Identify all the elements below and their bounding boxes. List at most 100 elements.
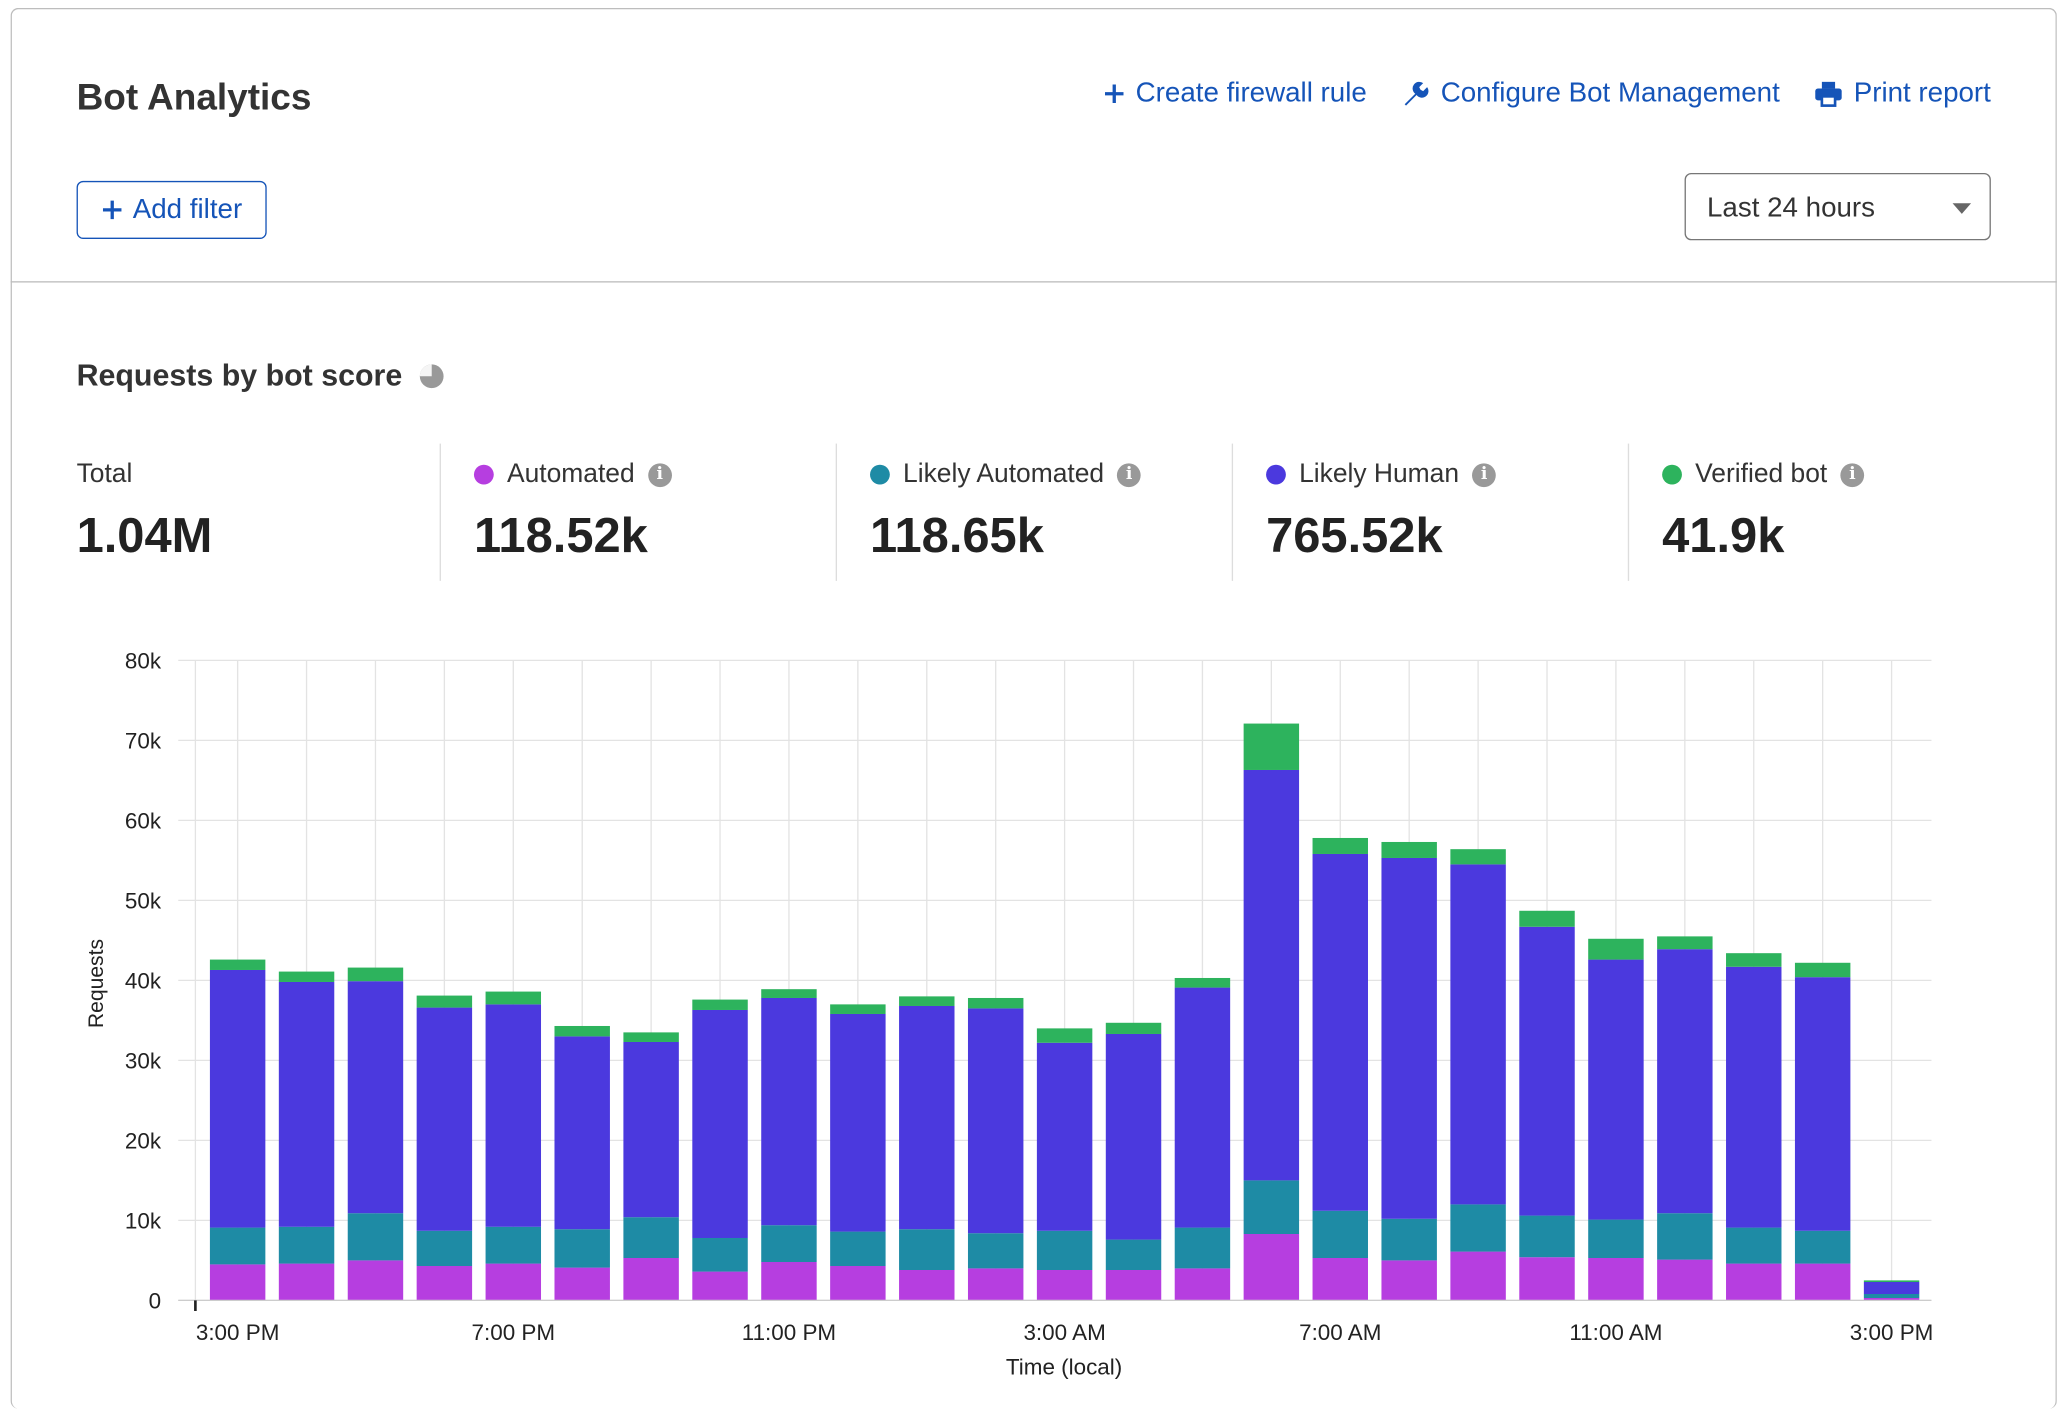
bar-likely-automated[interactable] bbox=[1243, 1180, 1300, 1234]
bar-likely-automated[interactable] bbox=[209, 1227, 266, 1265]
bar-likely-automated[interactable] bbox=[1588, 1219, 1644, 1258]
add-filter-button[interactable]: Add filter bbox=[76, 180, 267, 239]
bar-likely-automated[interactable] bbox=[1726, 1227, 1782, 1264]
bar-automated[interactable] bbox=[899, 1269, 955, 1301]
bar-verified-bot[interactable] bbox=[554, 1025, 610, 1037]
bar-automated[interactable] bbox=[967, 1268, 1024, 1301]
bar-likely-human[interactable] bbox=[1519, 926, 1575, 1216]
bar-likely-human[interactable] bbox=[1588, 959, 1644, 1220]
bar-likely-automated[interactable] bbox=[967, 1233, 1024, 1269]
bar-likely-human[interactable] bbox=[830, 1013, 886, 1232]
bar-likely-human[interactable] bbox=[899, 1005, 955, 1230]
bar-likely-automated[interactable] bbox=[830, 1231, 886, 1266]
bar-likely-human[interactable] bbox=[1794, 977, 1851, 1231]
bar-automated[interactable] bbox=[623, 1257, 679, 1301]
bar-likely-human[interactable] bbox=[692, 1009, 748, 1238]
bar-automated[interactable] bbox=[1036, 1269, 1093, 1301]
bar-likely-automated[interactable] bbox=[1657, 1213, 1713, 1260]
bar-verified-bot[interactable] bbox=[1657, 936, 1713, 950]
bar-verified-bot[interactable] bbox=[1794, 962, 1851, 978]
bar-automated[interactable] bbox=[1312, 1257, 1368, 1301]
bar-verified-bot[interactable] bbox=[1726, 953, 1782, 967]
bar-likely-human[interactable] bbox=[1174, 987, 1231, 1228]
bar-automated[interactable] bbox=[1381, 1260, 1437, 1301]
info-icon[interactable]: i bbox=[647, 462, 672, 487]
bar-automated[interactable] bbox=[1726, 1263, 1782, 1301]
bar-verified-bot[interactable] bbox=[967, 997, 1024, 1009]
bar-verified-bot[interactable] bbox=[1174, 977, 1231, 988]
bar-verified-bot[interactable] bbox=[1381, 841, 1437, 858]
bar-likely-automated[interactable] bbox=[623, 1217, 679, 1258]
pie-chart-icon[interactable] bbox=[418, 362, 444, 388]
bar-likely-human[interactable] bbox=[1105, 1033, 1162, 1240]
bar-likely-human[interactable] bbox=[1243, 769, 1300, 1181]
bar-automated[interactable] bbox=[1450, 1251, 1506, 1301]
bar-likely-human[interactable] bbox=[485, 1004, 542, 1227]
bar-verified-bot[interactable] bbox=[416, 995, 473, 1008]
bar-likely-automated[interactable] bbox=[1519, 1215, 1575, 1258]
time-range-select[interactable]: Last 24 hours bbox=[1684, 172, 1991, 241]
bar-likely-human[interactable] bbox=[1863, 1281, 1920, 1294]
bar-automated[interactable] bbox=[1105, 1269, 1162, 1301]
bar-likely-automated[interactable] bbox=[554, 1229, 610, 1268]
bar-verified-bot[interactable] bbox=[899, 996, 955, 1006]
bar-likely-human[interactable] bbox=[1450, 864, 1506, 1205]
info-icon[interactable]: i bbox=[1840, 462, 1865, 487]
bar-likely-automated[interactable] bbox=[278, 1226, 335, 1264]
bar-likely-human[interactable] bbox=[416, 1007, 473, 1231]
bar-automated[interactable] bbox=[209, 1264, 266, 1301]
bar-verified-bot[interactable] bbox=[347, 967, 404, 982]
bar-likely-human[interactable] bbox=[623, 1041, 679, 1218]
bar-verified-bot[interactable] bbox=[692, 999, 748, 1010]
bar-automated[interactable] bbox=[554, 1267, 610, 1301]
bar-likely-automated[interactable] bbox=[899, 1229, 955, 1270]
bar-automated[interactable] bbox=[1657, 1259, 1713, 1301]
bar-verified-bot[interactable] bbox=[761, 989, 817, 998]
configure-bot-management-link[interactable]: Configure Bot Management bbox=[1401, 78, 1780, 110]
bar-likely-automated[interactable] bbox=[692, 1237, 748, 1272]
create-firewall-rule-link[interactable]: Create firewall rule bbox=[1104, 78, 1367, 110]
bar-automated[interactable] bbox=[1174, 1268, 1231, 1301]
bar-automated[interactable] bbox=[830, 1265, 886, 1301]
bar-verified-bot[interactable] bbox=[1588, 938, 1644, 960]
bar-verified-bot[interactable] bbox=[1036, 1028, 1093, 1043]
bar-likely-human[interactable] bbox=[278, 981, 335, 1227]
bar-likely-automated[interactable] bbox=[761, 1225, 817, 1262]
bar-automated[interactable] bbox=[278, 1263, 335, 1301]
bar-verified-bot[interactable] bbox=[1450, 849, 1506, 865]
bar-likely-human[interactable] bbox=[1381, 857, 1437, 1219]
bar-likely-human[interactable] bbox=[1657, 949, 1713, 1214]
info-icon[interactable]: i bbox=[1472, 462, 1497, 487]
bar-verified-bot[interactable] bbox=[1312, 837, 1368, 854]
bar-likely-automated[interactable] bbox=[485, 1226, 542, 1264]
bar-automated[interactable] bbox=[347, 1260, 404, 1301]
bar-verified-bot[interactable] bbox=[1243, 723, 1300, 770]
bar-verified-bot[interactable] bbox=[1863, 1280, 1920, 1282]
bar-automated[interactable] bbox=[1243, 1233, 1300, 1301]
bar-likely-automated[interactable] bbox=[1312, 1210, 1368, 1258]
bar-verified-bot[interactable] bbox=[830, 1004, 886, 1014]
bar-likely-human[interactable] bbox=[967, 1008, 1024, 1234]
bar-automated[interactable] bbox=[692, 1271, 748, 1301]
bar-verified-bot[interactable] bbox=[278, 971, 335, 982]
bar-likely-human[interactable] bbox=[761, 997, 817, 1226]
bar-automated[interactable] bbox=[1519, 1257, 1575, 1301]
bar-likely-human[interactable] bbox=[1312, 853, 1368, 1211]
bar-likely-human[interactable] bbox=[1036, 1042, 1093, 1231]
bar-likely-human[interactable] bbox=[209, 969, 266, 1228]
bar-likely-automated[interactable] bbox=[1174, 1227, 1231, 1269]
bar-verified-bot[interactable] bbox=[485, 991, 542, 1005]
bar-likely-automated[interactable] bbox=[1381, 1218, 1437, 1261]
bar-likely-human[interactable] bbox=[347, 981, 404, 1214]
bar-verified-bot[interactable] bbox=[1105, 1022, 1162, 1034]
bar-verified-bot[interactable] bbox=[209, 959, 266, 970]
bar-automated[interactable] bbox=[1794, 1263, 1851, 1301]
bar-likely-automated[interactable] bbox=[1450, 1204, 1506, 1252]
bar-verified-bot[interactable] bbox=[623, 1032, 679, 1042]
bar-likely-automated[interactable] bbox=[1036, 1230, 1093, 1270]
bar-likely-automated[interactable] bbox=[1863, 1293, 1920, 1298]
bar-likely-human[interactable] bbox=[1726, 966, 1782, 1228]
info-icon[interactable]: i bbox=[1117, 462, 1142, 487]
print-report-link[interactable]: Print report bbox=[1814, 78, 1991, 110]
bar-automated[interactable] bbox=[761, 1261, 817, 1301]
